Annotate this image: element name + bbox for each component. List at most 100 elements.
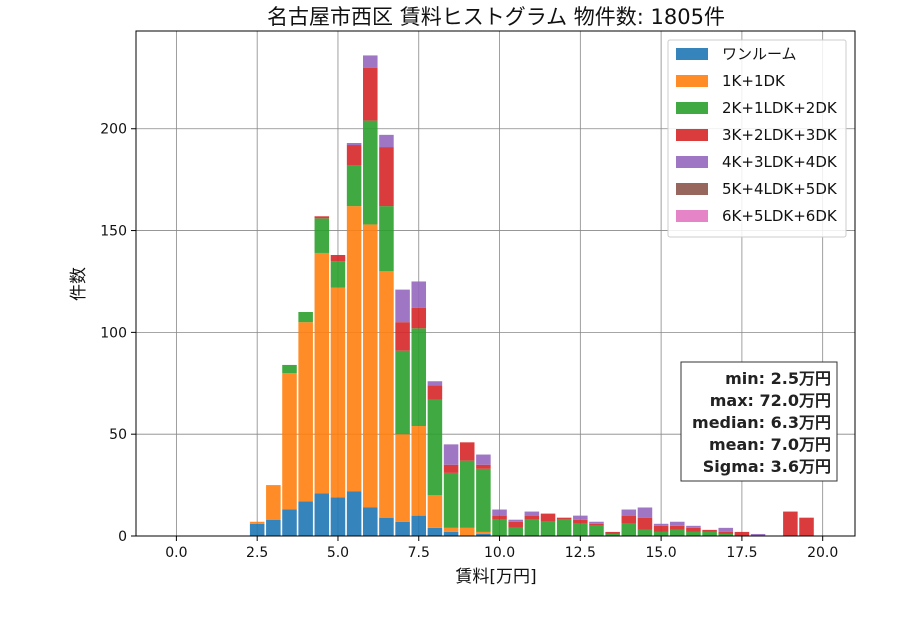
bar-segment [476,464,491,469]
bar-segment [573,515,588,520]
y-axis-label: 件数 [69,267,89,301]
bar-segment [669,525,685,530]
bar-segment [783,511,798,536]
bar-segment [266,485,281,520]
bar-segment [411,426,427,516]
bar-segment [573,519,588,524]
bar-segment [282,364,297,374]
bar-segment [379,517,394,536]
bar-segment [621,509,637,516]
bar-segment [556,517,572,520]
legend-frame [667,39,847,238]
bar-segment [346,142,362,146]
legend-swatch [676,102,708,114]
bar-segment [346,491,362,536]
bar-segment [379,134,394,148]
stats-line: Sigma: 3.6万円 [703,457,831,476]
bar-segment [395,322,410,351]
bar-segment [508,521,523,528]
y-tick-label: 0 [118,529,127,545]
bar-segment [524,515,540,520]
legend-swatch [676,48,708,60]
legend-label: 5K+4LDK+5DK [722,180,838,198]
bar-segment [427,399,443,496]
bar-segment [653,525,669,532]
legend-swatch [676,75,708,87]
stats-box: min: 2.5万円 max: 72.0万円 median: 6.3万円 mean: … [680,361,838,482]
bar-segment [443,464,459,473]
x-axis-label: 賃料[万円] [455,567,536,587]
bar-segment [314,218,330,253]
bar-segment [621,515,637,524]
bar-segment [508,519,523,522]
bar-segment [605,533,620,536]
bar-segment [476,468,491,532]
bar-segment [266,519,281,536]
bar-segment [314,216,330,219]
bar-segment [298,312,313,323]
bar-segment [411,515,427,536]
bar-segment [346,165,362,207]
legend-label: 1K+1DK [722,72,786,90]
legend-label: 2K+1LDK+2DK [722,99,838,117]
bar-segment [427,495,443,528]
x-tick-label: 7.5 [408,545,430,561]
x-tick-label: 20.0 [807,545,838,561]
bar-segment [443,444,459,465]
bar-segment [330,287,346,498]
y-axis-ticks: 0 50 100 150 200 [100,122,136,545]
bar-segment [443,531,459,536]
x-tick-label: 2.5 [246,545,268,561]
bar-segment [411,281,427,308]
bar-segment [459,460,475,528]
bar-segment [686,531,701,536]
bar-segment [379,271,394,518]
bar-segment [330,254,346,262]
legend-label: ワンルーム [722,45,797,63]
bar-segment [346,206,362,492]
bar-segment [637,517,653,530]
bar-segment [379,147,394,207]
bar-segment [330,497,346,536]
bar-segment [653,531,669,536]
bar-segment [427,381,443,386]
bar-segment [363,55,378,68]
bar-segment [363,120,378,225]
legend-label: 4K+3LDK+4DK [722,153,838,171]
bar-stacks [249,55,814,536]
stats-line: median: 6.3万円 [692,413,831,432]
bar-segment [476,533,491,536]
bar-segment [314,252,330,494]
bar-segment [734,531,750,536]
bar-segment [669,521,685,526]
x-tick-label: 0.0 [165,545,187,561]
bar-segment [411,328,427,427]
stats-line: mean: 7.0万円 [709,435,831,454]
x-tick-label: 5.0 [327,545,349,561]
bar-segment [669,529,685,536]
legend-swatch [676,129,708,141]
bar-segment [443,472,459,528]
bar-segment [282,509,297,536]
stats-frame [680,361,838,482]
bar-segment [363,507,378,536]
bar-segment [573,523,588,536]
bar-segment [492,519,507,536]
bar-segment [702,529,717,532]
bar-segment [395,289,410,323]
y-tick-label: 100 [100,325,127,341]
bar-segment [476,454,491,465]
y-tick-label: 200 [100,122,127,138]
bar-segment [540,521,556,536]
bar-segment [718,527,734,532]
x-axis-ticks: 0.0 2.5 5.0 7.5 10.0 12.5 15.0 17.5 20.0 [165,536,838,561]
y-tick-label: 150 [100,224,127,240]
chart-title: 名古屋市西区 賃料ヒストグラム 物件数: 1805件 [267,5,725,29]
bar-segment [702,531,717,536]
bar-segment [799,517,814,536]
plot-frame [135,30,856,537]
x-tick-label: 15.0 [646,545,677,561]
stats-line: max: 72.0万円 [710,391,831,410]
stats-line: min: 2.5万円 [725,369,831,388]
